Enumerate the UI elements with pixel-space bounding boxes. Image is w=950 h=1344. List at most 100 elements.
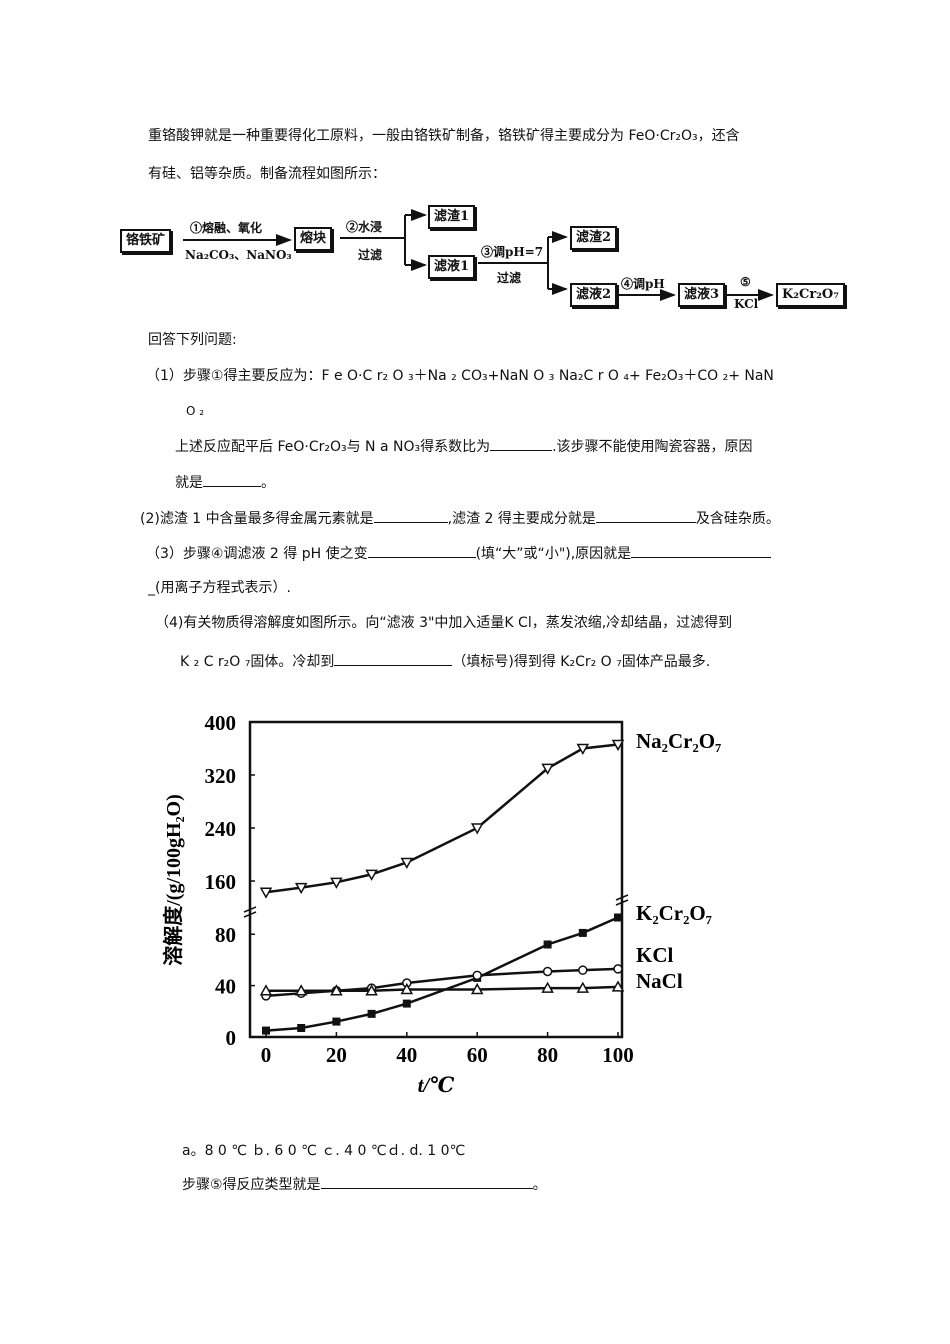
- x-tick-label: 60: [467, 1043, 488, 1067]
- solubility-chart-svg: 0 40 80 160 240 320 400 0 20 40 60 80 100 t/℃ 溶解度/(g/1…: [161, 711, 721, 1097]
- q4-line-1: （4)有关物质得溶解度如图所示。向“滤液 3"中加入适量K Cl，蒸发浓缩,冷却…: [155, 615, 733, 631]
- series-label: Na₂Cr₂O₇: [636, 729, 721, 753]
- flow-box-filtrate-2: 滤液2: [570, 283, 618, 307]
- q3-reason-text: (填“大”或“小"),原因就是: [475, 546, 632, 562]
- q1-equation-line2: O ₂: [186, 404, 205, 418]
- q4-line-2: K ₂ C r₂O ₇固体。冷却到 （填标号)得到得 K₂Cr₂ O ₇固体产品最…: [180, 651, 710, 672]
- data-point-marker: [613, 964, 623, 974]
- flow-arrows: [183, 209, 774, 301]
- data-point-marker: [470, 982, 484, 995]
- x-tick-label: 100: [602, 1043, 634, 1067]
- data-point-marker: [614, 913, 622, 922]
- flow-box-melt-block: 熔块: [294, 227, 333, 251]
- data-point-marker: [330, 877, 343, 889]
- data-point-marker: [259, 984, 273, 996]
- q1-ratio-line: 上述反应配平后 FeO·Cr₂O₃与 N a NO₃得系数比为 .该步骤不能使用陶…: [175, 436, 753, 457]
- q2-metal-text: (2)滤渣 1 中含量最多得金属元素就是: [140, 511, 374, 527]
- data-point-marker: [294, 984, 308, 996]
- series-line: [266, 985, 619, 992]
- y-axis-label: 溶解度/(g/100gH₂O): [161, 794, 185, 966]
- q4-suffix: （填标号)得到得 K₂Cr₂ O ₇固体产品最多.: [452, 654, 711, 670]
- step2-label: ②水浸: [346, 220, 383, 234]
- step4-label: ④调pH: [621, 277, 665, 291]
- q1-ratio-blank[interactable]: [490, 436, 553, 451]
- plot-frame: [248, 720, 624, 1039]
- data-point-marker: [332, 1017, 341, 1026]
- q2-line: (2)滤渣 1 中含量最多得金属元素就是 ,滤渣 2 得主要成分就是 及含硅杂质。: [140, 508, 780, 529]
- y-tick-label: 160: [205, 870, 237, 894]
- x-axis-label: t/℃: [418, 1073, 455, 1097]
- data-point-marker: [611, 739, 625, 752]
- intro-line-1: 重铬酸钾就是一种重要得化工原料，一般由铬铁矿制备，铬铁矿得主要成分为 FeO·C…: [148, 128, 740, 144]
- q1-reason-blank[interactable]: [203, 472, 261, 487]
- flow-box-product: K₂Cr₂O₇: [776, 283, 845, 307]
- q1-reason-line: 就是 。: [175, 472, 275, 493]
- data-point-marker: [611, 980, 625, 992]
- y-tick-label: 80: [215, 923, 236, 947]
- q5-text: 步骤⑤得反应类型就是: [182, 1177, 321, 1193]
- q4-cool-text: K ₂ C r₂O ₇固体。冷却到: [180, 654, 335, 670]
- flow-box-filtrate-3: 滤液3: [678, 283, 726, 307]
- q3-ph-text: （3）步骤④调滤液 2 得 pH 使之变: [146, 546, 368, 562]
- step5-reagent: KCl: [734, 297, 759, 311]
- data-point-marker: [541, 763, 554, 775]
- y-tick-label: 400: [205, 711, 237, 735]
- q3-ph-blank[interactable]: [367, 543, 476, 558]
- step1-label: ①熔融、氧化: [190, 221, 263, 235]
- solubility-chart: 0 40 80 160 240 320 400 0 20 40 60 80 100 t/℃ 溶解度/(g/1…: [150, 700, 770, 1110]
- step2-filter: 过滤: [358, 248, 383, 262]
- series-label: K₂Cr₂O₇: [636, 901, 712, 925]
- data-point-marker: [259, 887, 273, 899]
- data-point-marker: [400, 982, 414, 995]
- data-point-marker: [365, 869, 378, 881]
- series-label: KCl: [636, 943, 674, 967]
- axis-break-right: [615, 894, 629, 906]
- data-point-marker: [576, 981, 590, 993]
- data-point-marker: [578, 928, 587, 937]
- step1-reagents: Na₂CO₃、NaNO₃: [185, 248, 292, 262]
- flow-box-filtrate-1: 滤液1: [428, 255, 476, 279]
- data-point-marker: [330, 984, 343, 996]
- data-point-marker: [365, 984, 378, 996]
- q2-residue-text: ,滤渣 2 得主要成分就是: [447, 511, 596, 527]
- x-tick-label: 20: [326, 1043, 347, 1067]
- data-point-marker: [367, 1009, 376, 1018]
- q3-line: （3）步骤④调滤液 2 得 pH 使之变 (填“大”或“小"),原因就是: [146, 543, 772, 564]
- series-label: NaCl: [636, 969, 683, 993]
- q2-suffix: 及含硅杂质。: [695, 511, 780, 527]
- x-tick-label: 40: [396, 1043, 417, 1067]
- data-point-marker: [262, 1026, 270, 1035]
- q1-reason-text: .该步骤不能使用陶瓷容器，原因: [552, 439, 753, 455]
- questions-header: 回答下列问题:: [148, 332, 237, 348]
- series-line: [265, 743, 619, 894]
- data-point-marker: [542, 966, 553, 977]
- data-point-marker: [576, 743, 590, 756]
- flow-box-residue-2: 滤渣2: [570, 226, 618, 250]
- q3-reason-blank[interactable]: [631, 543, 772, 558]
- flow-box-ore: 铬铁矿: [120, 229, 172, 253]
- y-tick-label: 320: [205, 764, 237, 788]
- q5-blank[interactable]: [320, 1174, 533, 1189]
- data-point-marker: [402, 999, 411, 1008]
- step5-label: ⑤: [740, 275, 751, 289]
- q4-options: a。8 0 ℃ ｂ. 6 0 ℃ ｃ. 4 0 ℃ｄ. d. 1 0℃: [182, 1143, 466, 1159]
- flow-box-residue-1: 滤渣1: [428, 205, 476, 229]
- axis-break-left: [243, 906, 257, 918]
- q2-metal-blank[interactable]: [373, 508, 448, 523]
- q5-period: 。: [532, 1177, 547, 1193]
- q1-reason-label: 就是: [175, 475, 203, 491]
- q3-line-2: _(用离子方程式表示）.: [148, 580, 291, 596]
- q2-residue-blank[interactable]: [595, 508, 696, 523]
- y-tick-label: 240: [205, 817, 237, 841]
- y-tick-label: 0: [226, 1026, 237, 1050]
- q1-ratio-text: 上述反应配平后 FeO·Cr₂O₃与 N a NO₃得系数比为: [175, 439, 491, 455]
- q1-equation-line1: （1）步骤①得主要反应为：F e O·C r₂ O ₃＋Na ₂ CO₃+NaN…: [146, 368, 774, 384]
- y-tick-label: 40: [215, 975, 236, 999]
- q4-temperature-blank[interactable]: [334, 651, 453, 666]
- data-point-marker: [472, 970, 482, 981]
- data-point-marker: [294, 882, 308, 895]
- step3-label: ③调pH=7: [481, 245, 544, 259]
- data-point-marker: [297, 1024, 306, 1033]
- series-line: [265, 916, 619, 1032]
- x-tick-label: 0: [261, 1043, 272, 1067]
